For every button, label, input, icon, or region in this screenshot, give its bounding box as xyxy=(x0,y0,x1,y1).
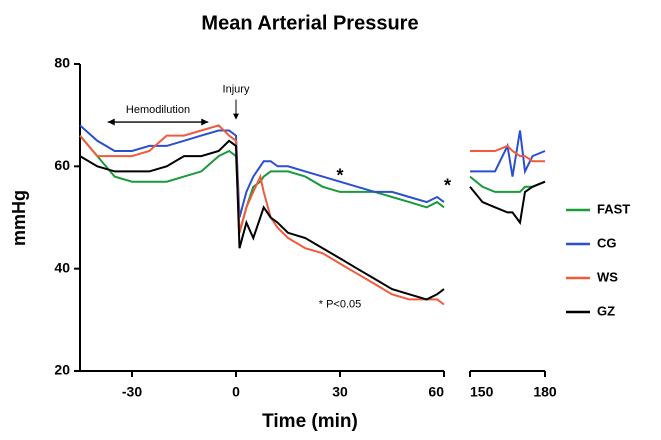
x-tick-label: -30 xyxy=(122,384,142,400)
series-line xyxy=(469,180,546,226)
y-tick-label: 40 xyxy=(54,259,70,275)
x-tick-label: 180 xyxy=(533,384,557,400)
x-tick-label: 150 xyxy=(470,384,494,400)
series-line xyxy=(469,175,546,193)
legend-label: FAST xyxy=(597,201,630,216)
annotation: Hemodilution xyxy=(126,104,190,116)
x-tick-label: 30 xyxy=(332,384,348,400)
series-line xyxy=(79,124,445,218)
annotation: * P<0.05 xyxy=(319,298,362,310)
x-tick-label: 60 xyxy=(428,384,444,400)
annotation: Injury xyxy=(223,83,250,95)
series-line xyxy=(79,124,445,306)
annotation: * xyxy=(444,176,451,196)
annotation-arrowhead xyxy=(233,113,239,120)
legend-label: CG xyxy=(597,235,617,250)
series-line xyxy=(470,144,545,163)
x-tick-label: 0 xyxy=(232,384,240,400)
series-line xyxy=(79,139,445,301)
y-tick-label: 80 xyxy=(54,55,70,71)
annotation: * xyxy=(336,165,343,185)
chart-title: Mean Arterial Pressure xyxy=(201,12,418,34)
y-tick-label: 20 xyxy=(54,362,70,378)
y-tick-label: 60 xyxy=(54,157,70,173)
legend-label: WS xyxy=(597,269,618,284)
series-line xyxy=(79,134,445,234)
series-line xyxy=(470,130,546,177)
legend-label: GZ xyxy=(597,303,615,318)
x-axis-label: Time (min) xyxy=(262,411,358,432)
y-axis-label: mmHg xyxy=(9,190,29,246)
